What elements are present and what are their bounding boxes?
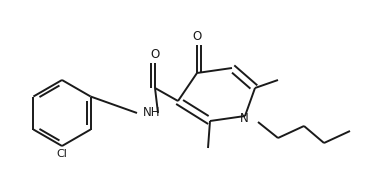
Text: O: O xyxy=(150,48,160,61)
Text: Cl: Cl xyxy=(57,149,67,159)
Text: NH: NH xyxy=(143,106,161,119)
Text: N: N xyxy=(240,112,249,125)
Text: O: O xyxy=(193,30,202,43)
